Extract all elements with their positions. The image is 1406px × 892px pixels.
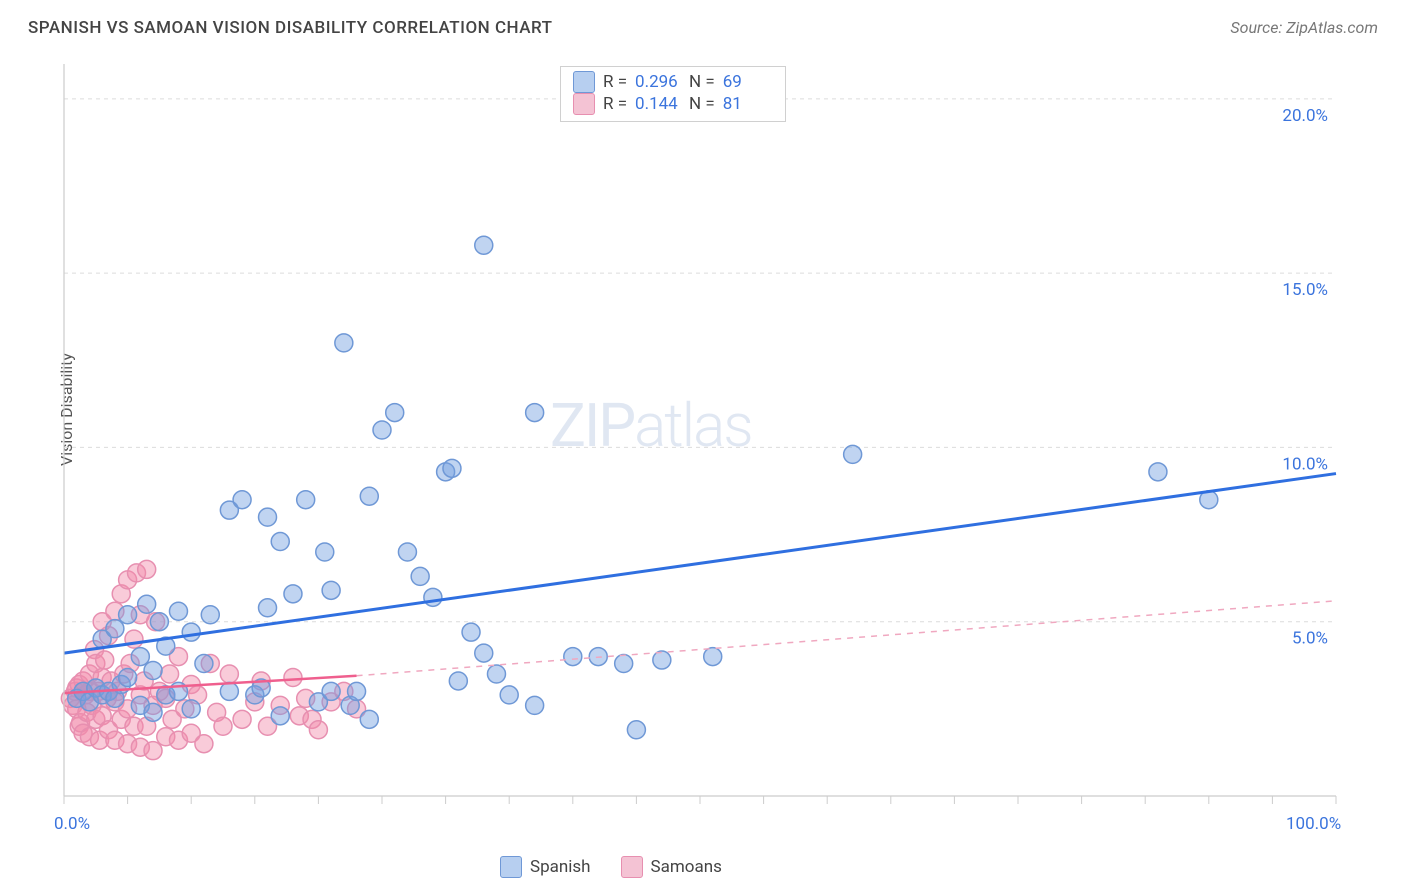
swatch-spanish-icon (500, 856, 522, 878)
x-axis-min-label: 0.0% (54, 814, 90, 834)
n-label: N = (689, 72, 715, 92)
r-label: R = (603, 94, 627, 114)
legend-series: Spanish Samoans (500, 856, 722, 878)
chart-source: Source: ZipAtlas.com (1230, 18, 1378, 37)
r-value-spanish: 0.296 (635, 72, 681, 92)
legend-row-samoans: R = 0.144 N = 81 (573, 93, 769, 115)
legend-item-samoans: Samoans (621, 856, 722, 878)
n-value-spanish: 69 (723, 72, 769, 92)
swatch-samoans-icon (621, 856, 643, 878)
swatch-spanish (573, 71, 595, 93)
legend-label-spanish: Spanish (530, 857, 591, 877)
n-value-samoans: 81 (723, 94, 769, 114)
r-label: R = (603, 72, 627, 92)
x-axis-max-label: 100.0% (1286, 814, 1341, 834)
n-label: N = (689, 94, 715, 114)
legend-stats: R = 0.296 N = 69 R = 0.144 N = 81 (560, 66, 786, 122)
r-value-samoans: 0.144 (635, 94, 681, 114)
legend-row-spanish: R = 0.296 N = 69 (573, 71, 769, 93)
svg-text:20.0%: 20.0% (1282, 106, 1328, 126)
legend-label-samoans: Samoans (651, 857, 722, 877)
svg-text:10.0%: 10.0% (1282, 454, 1328, 474)
svg-text:5.0%: 5.0% (1292, 629, 1328, 649)
scatter-plot: 5.0% 10.0% 15.0% 20.0% (56, 56, 1376, 836)
chart-title: SPANISH VS SAMOAN VISION DISABILITY CORR… (28, 18, 553, 38)
svg-text:15.0%: 15.0% (1282, 280, 1328, 300)
legend-item-spanish: Spanish (500, 856, 591, 878)
swatch-samoans (573, 93, 595, 115)
